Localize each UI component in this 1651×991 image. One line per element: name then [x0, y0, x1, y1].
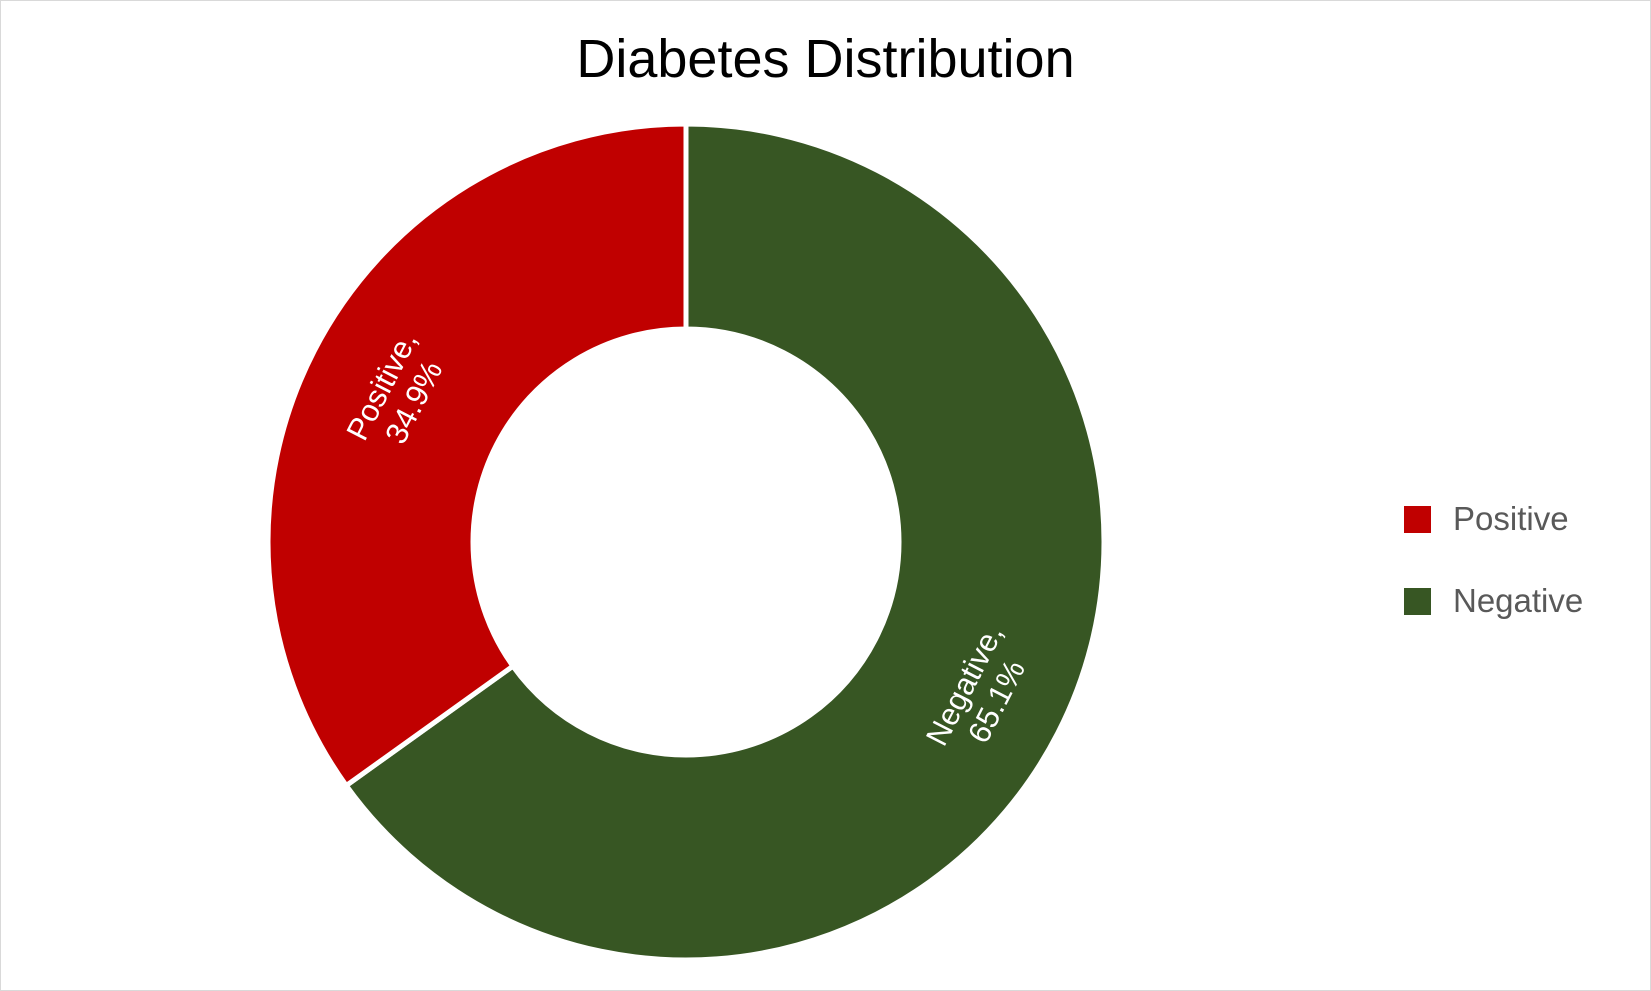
legend-item-positive: Positive — [1404, 478, 1583, 560]
legend-item-negative: Negative — [1404, 560, 1583, 642]
legend-label-negative: Negative — [1453, 582, 1584, 619]
legend-swatch-negative — [1404, 587, 1431, 615]
legend: Positive Negative — [1404, 478, 1583, 642]
legend-label-positive: Positive — [1453, 500, 1569, 537]
slice-negative — [342, 121, 1107, 963]
slices-group — [265, 121, 1107, 963]
legend-swatch-positive — [1404, 505, 1431, 533]
chart-title: Diabetes Distribution — [576, 29, 1075, 89]
slice-positive — [265, 121, 689, 790]
